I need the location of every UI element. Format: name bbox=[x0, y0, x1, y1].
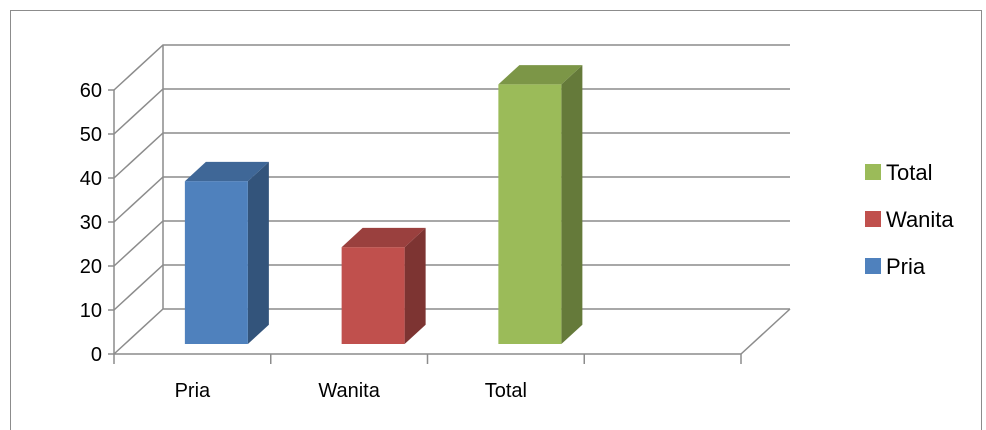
x-tick-label-pria: Pria bbox=[175, 380, 211, 402]
bar-side-wanita bbox=[404, 227, 426, 344]
bar-top-wanita bbox=[341, 227, 426, 248]
y-axis-ticks: 0 10 20 30 40 50 60 bbox=[80, 80, 114, 366]
legend-label-wanita: Wanita bbox=[886, 207, 954, 232]
floor-right-edge bbox=[740, 308, 791, 355]
bar-pria bbox=[184, 161, 269, 344]
bar-wanita bbox=[341, 227, 426, 344]
gridline-50 bbox=[113, 88, 790, 135]
legend-item-total: Total bbox=[865, 160, 932, 185]
legend-label-pria: Pria bbox=[886, 254, 926, 279]
legend-swatch-pria bbox=[865, 258, 881, 274]
bar-front-pria bbox=[184, 181, 248, 344]
y-tick-label-40: 40 bbox=[80, 168, 102, 190]
legend-swatch-wanita bbox=[865, 211, 881, 227]
y-tick-label-10: 10 bbox=[80, 300, 102, 322]
y-tick-label-0: 0 bbox=[91, 344, 102, 366]
y-tick-label-30: 30 bbox=[80, 212, 102, 234]
y-tick-label-20: 20 bbox=[80, 256, 102, 278]
legend-label-total: Total bbox=[886, 160, 932, 185]
bars bbox=[184, 65, 583, 345]
legend-swatch-total bbox=[865, 164, 881, 180]
bar-front-wanita bbox=[341, 247, 405, 344]
legend-item-pria: Pria bbox=[865, 254, 926, 279]
bar-top-total bbox=[498, 65, 583, 85]
x-axis: Pria Wanita Total bbox=[113, 354, 742, 402]
chart-canvas: 0 10 20 30 40 50 60 Pria Wanita Total Total Wanit… bbox=[80, 44, 954, 402]
y-tick-label-60: 60 bbox=[80, 80, 102, 102]
bar-top-pria bbox=[184, 161, 269, 182]
bar-total bbox=[498, 65, 583, 345]
legend: Total Wanita Pria bbox=[865, 160, 954, 279]
y-tick-label-50: 50 bbox=[80, 124, 102, 146]
bar-front-total bbox=[498, 84, 562, 345]
legend-item-wanita: Wanita bbox=[865, 207, 954, 232]
x-tick-label-wanita: Wanita bbox=[318, 380, 380, 402]
gridline-60 bbox=[113, 44, 790, 91]
x-tick-label-total: Total bbox=[485, 380, 527, 402]
bar-side-total bbox=[561, 65, 583, 344]
bar-side-pria bbox=[247, 161, 269, 344]
chart-frame bbox=[10, 10, 982, 430]
